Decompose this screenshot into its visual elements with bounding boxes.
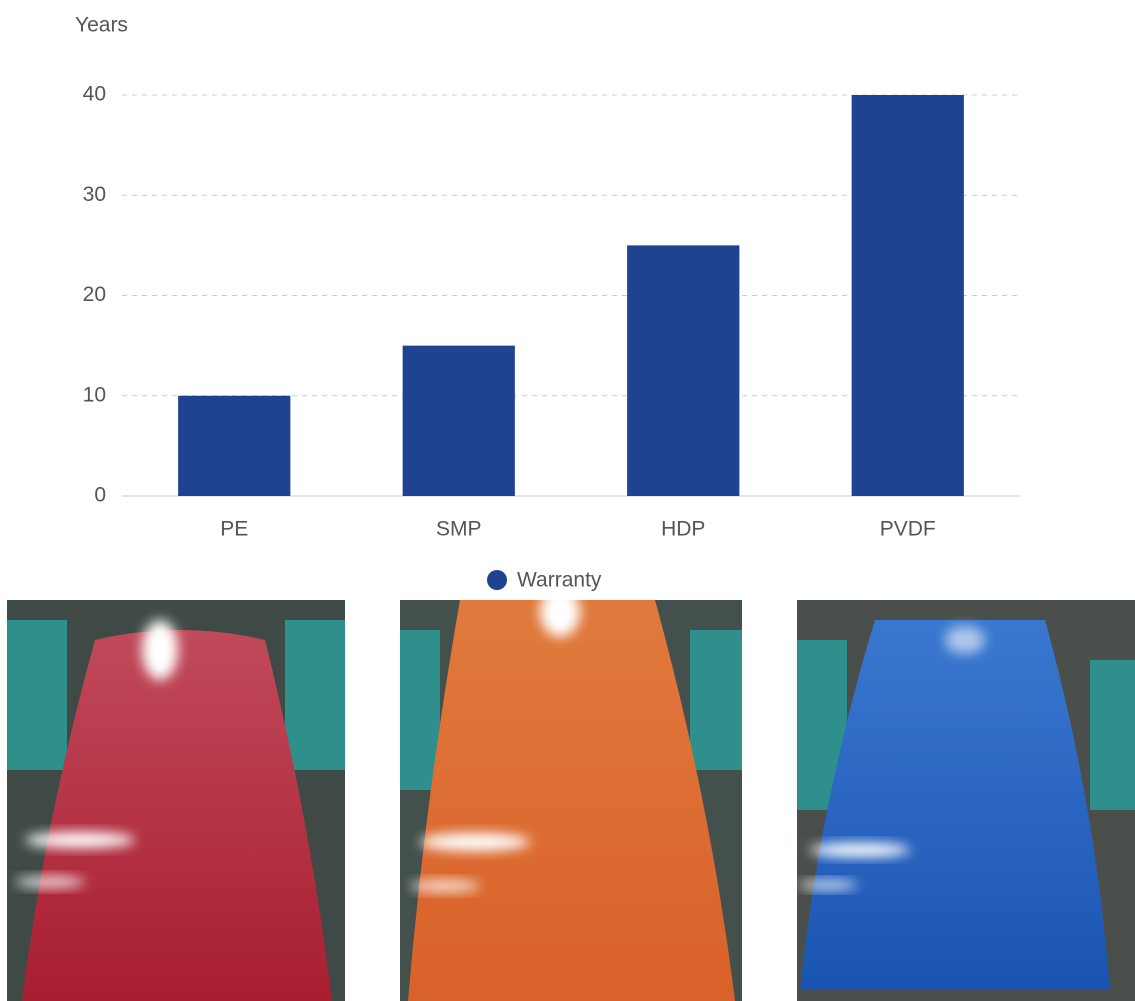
bar bbox=[178, 395, 291, 496]
photo-blue-coil bbox=[797, 600, 1135, 1001]
x-tick-label: SMP bbox=[436, 518, 482, 541]
legend-marker bbox=[487, 570, 507, 590]
bar bbox=[851, 95, 964, 496]
y-tick-label: 10 bbox=[83, 383, 106, 406]
photo-orange-coil bbox=[400, 587, 742, 1001]
legend-label: Warranty bbox=[517, 569, 602, 592]
y-tick-label: 30 bbox=[83, 183, 106, 206]
x-tick-label: HDP bbox=[661, 518, 705, 541]
photo-red-coil bbox=[7, 600, 345, 1001]
y-tick-label: 40 bbox=[83, 83, 106, 106]
bar bbox=[402, 345, 515, 496]
bar bbox=[627, 245, 740, 496]
y-axis-label: Years bbox=[75, 14, 128, 37]
y-tick-label: 0 bbox=[94, 484, 106, 507]
x-tick-label: PVDF bbox=[880, 518, 936, 541]
y-tick-label: 20 bbox=[83, 283, 106, 306]
x-tick-label: PE bbox=[220, 518, 248, 541]
